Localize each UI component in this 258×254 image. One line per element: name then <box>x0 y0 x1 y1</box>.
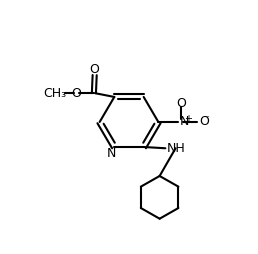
Text: O: O <box>90 63 100 76</box>
Text: N: N <box>179 116 189 129</box>
Text: O: O <box>72 87 82 100</box>
Text: NH: NH <box>166 142 185 155</box>
Text: O: O <box>176 97 186 110</box>
Text: N: N <box>107 147 116 160</box>
Text: +: + <box>184 114 192 124</box>
Text: CH₃: CH₃ <box>44 87 67 100</box>
Text: O: O <box>199 116 209 129</box>
Text: ⁻: ⁻ <box>204 114 209 124</box>
